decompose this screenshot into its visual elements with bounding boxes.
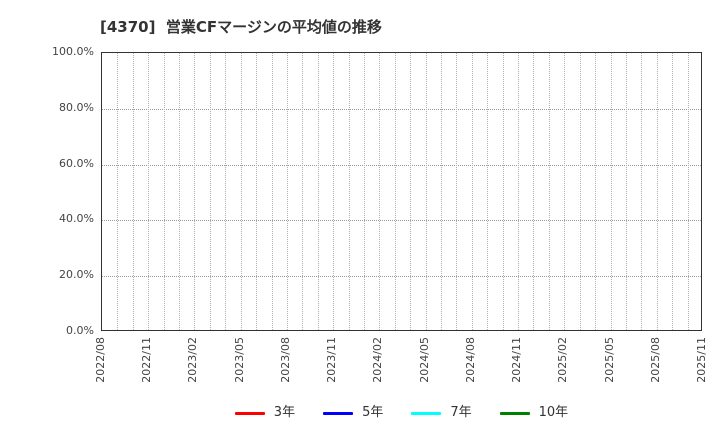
y-tick-label: 60.0% bbox=[59, 156, 94, 170]
x-gridline bbox=[117, 53, 119, 330]
x-gridline bbox=[225, 53, 227, 330]
x-tick-label: 2023/08 bbox=[278, 337, 292, 383]
y-tick-label: 100.0% bbox=[52, 45, 94, 58]
x-gridline bbox=[456, 53, 458, 330]
x-tick-label: 2025/02 bbox=[556, 337, 570, 383]
x-gridline bbox=[610, 53, 612, 330]
x-gridline bbox=[163, 53, 165, 330]
legend-item: 5年 bbox=[323, 405, 383, 421]
legend-item: 7年 bbox=[411, 405, 472, 421]
x-gridline bbox=[410, 53, 412, 330]
legend-item: 10年 bbox=[499, 405, 569, 421]
chart-title: [4370] 営業CFマージンの平均値の推移 bbox=[100, 18, 382, 36]
y-tick-label: 20.0% bbox=[59, 268, 94, 282]
x-gridline bbox=[471, 53, 473, 330]
x-tick-label: 2024/11 bbox=[510, 337, 524, 383]
x-gridline bbox=[271, 53, 273, 330]
y-gridline bbox=[102, 220, 701, 222]
x-gridline bbox=[256, 53, 258, 330]
x-gridline bbox=[687, 53, 689, 330]
x-gridline bbox=[625, 53, 627, 330]
plot-area bbox=[101, 52, 702, 331]
x-gridline bbox=[672, 53, 674, 330]
x-tick-label: 2023/02 bbox=[186, 337, 200, 383]
x-gridline bbox=[518, 53, 520, 330]
x-gridline bbox=[348, 53, 350, 330]
x-gridline bbox=[564, 53, 566, 330]
x-tick-label: 2024/08 bbox=[463, 337, 477, 383]
legend-label: 7年 bbox=[450, 405, 472, 420]
x-tick-label: 2022/11 bbox=[140, 337, 154, 383]
legend-label: 10年 bbox=[538, 405, 569, 420]
x-gridline bbox=[595, 53, 597, 330]
x-gridline bbox=[317, 53, 319, 330]
x-tick-label: 2023/11 bbox=[325, 337, 339, 383]
y-tick-label: 40.0% bbox=[59, 212, 94, 226]
legend-label: 3年 bbox=[273, 405, 296, 420]
x-gridline bbox=[425, 53, 427, 330]
legend: 3年 5年 7年 10年 bbox=[101, 405, 702, 421]
x-tick-label: 2022/08 bbox=[94, 337, 107, 383]
x-gridline bbox=[132, 53, 134, 330]
x-gridline bbox=[209, 53, 211, 330]
x-gridline bbox=[302, 53, 304, 330]
x-tick-label: 2025/08 bbox=[648, 337, 662, 383]
legend-line-swatch bbox=[411, 411, 442, 415]
x-gridline bbox=[333, 53, 335, 330]
x-gridline bbox=[548, 53, 550, 330]
x-gridline bbox=[240, 53, 242, 330]
y-tick-label: 80.0% bbox=[59, 100, 94, 114]
y-gridline bbox=[102, 276, 701, 278]
legend-item: 3年 bbox=[234, 405, 296, 421]
x-tick-label: 2025/11 bbox=[695, 337, 708, 383]
x-gridline bbox=[148, 53, 150, 330]
x-gridline bbox=[194, 53, 196, 330]
legend-label: 5年 bbox=[362, 405, 384, 420]
x-tick-label: 2024/05 bbox=[417, 337, 431, 383]
x-gridline bbox=[579, 53, 581, 330]
x-gridline bbox=[656, 53, 658, 330]
y-tick-label: 0.0% bbox=[66, 324, 94, 337]
y-gridline bbox=[102, 108, 701, 110]
x-gridline bbox=[286, 53, 288, 330]
legend-line-swatch bbox=[234, 411, 265, 415]
x-gridline bbox=[641, 53, 643, 330]
legend-line-swatch bbox=[499, 411, 530, 415]
x-gridline bbox=[379, 53, 381, 330]
x-gridline bbox=[487, 53, 489, 330]
x-tick-label: 2023/05 bbox=[232, 337, 246, 383]
x-gridline bbox=[441, 53, 443, 330]
x-gridline bbox=[502, 53, 504, 330]
x-gridline bbox=[533, 53, 535, 330]
x-gridline bbox=[179, 53, 181, 330]
y-gridline bbox=[102, 164, 701, 166]
x-tick-label: 2025/05 bbox=[602, 337, 616, 383]
x-gridline bbox=[363, 53, 365, 330]
x-tick-label: 2024/02 bbox=[371, 337, 385, 383]
legend-line-swatch bbox=[323, 411, 354, 415]
x-gridline bbox=[394, 53, 396, 330]
